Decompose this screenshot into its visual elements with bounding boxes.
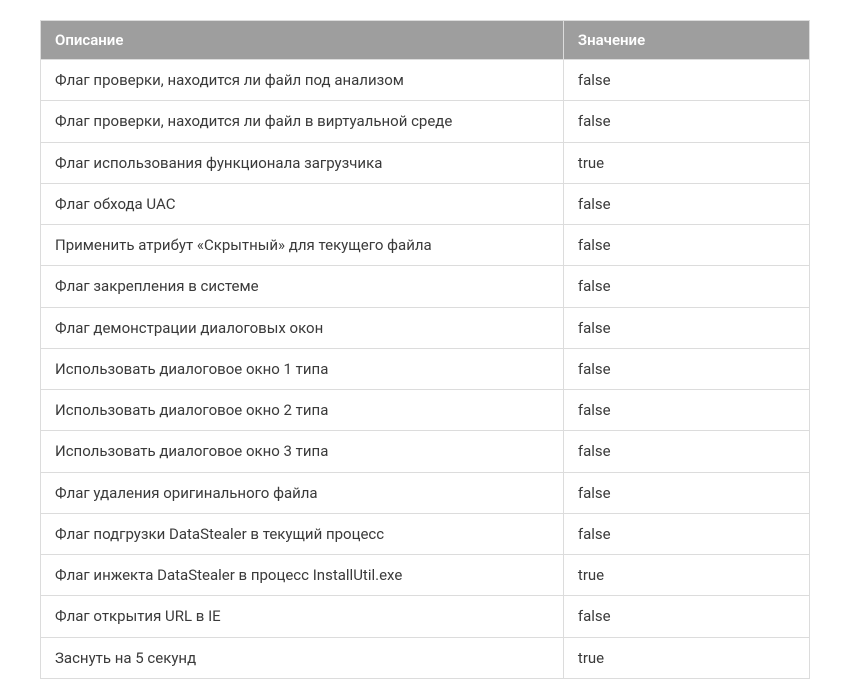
cell-value: true [563, 637, 809, 678]
cell-value: true [563, 142, 809, 183]
cell-description: Флаг обхода UAC [41, 183, 564, 224]
table-row: Использовать диалоговое окно 3 типа fals… [41, 431, 810, 472]
table-row: Применить атрибут «Скрытный» для текущег… [41, 225, 810, 266]
cell-value: false [563, 348, 809, 389]
cell-value: false [563, 307, 809, 348]
cell-description: Флаг инжекта DataStealer в процесс Insta… [41, 555, 564, 596]
cell-description: Применить атрибут «Скрытный» для текущег… [41, 225, 564, 266]
col-header-description: Описание [41, 21, 564, 60]
cell-description: Флаг демонстрации диалоговых окон [41, 307, 564, 348]
cell-description: Флаг подгрузки DataStealer в текущий про… [41, 513, 564, 554]
cell-description: Флаг удаления оригинального файла [41, 472, 564, 513]
cell-description: Флаг проверки, находится ли файл под ана… [41, 60, 564, 101]
table-row: Использовать диалоговое окно 1 типа fals… [41, 348, 810, 389]
cell-value: true [563, 555, 809, 596]
cell-value: false [563, 431, 809, 472]
table-row: Флаг демонстрации диалоговых окон false [41, 307, 810, 348]
cell-value: false [563, 513, 809, 554]
cell-value: false [563, 472, 809, 513]
cell-description: Заснуть на 5 секунд [41, 637, 564, 678]
table-row: Использовать диалоговое окно 2 типа fals… [41, 390, 810, 431]
cell-value: false [563, 596, 809, 637]
table-row: Флаг проверки, находится ли файл под ана… [41, 60, 810, 101]
cell-value: false [563, 390, 809, 431]
table-row: Флаг инжекта DataStealer в процесс Insta… [41, 555, 810, 596]
cell-value: false [563, 60, 809, 101]
table-row: Флаг открытия URL в IE false [41, 596, 810, 637]
cell-value: false [563, 101, 809, 142]
col-header-value: Значение [563, 21, 809, 60]
cell-description: Флаг закрепления в системе [41, 266, 564, 307]
cell-description: Флаг использования функционала загрузчик… [41, 142, 564, 183]
cell-value: false [563, 183, 809, 224]
table-row: Флаг подгрузки DataStealer в текущий про… [41, 513, 810, 554]
cell-description: Использовать диалоговое окно 3 типа [41, 431, 564, 472]
table-row: Флаг закрепления в системе false [41, 266, 810, 307]
table-body: Флаг проверки, находится ли файл под ана… [41, 60, 810, 679]
cell-description: Использовать диалоговое окно 1 типа [41, 348, 564, 389]
cell-description: Использовать диалоговое окно 2 типа [41, 390, 564, 431]
table-row: Флаг обхода UAC false [41, 183, 810, 224]
cell-description: Флаг открытия URL в IE [41, 596, 564, 637]
table-row: Флаг использования функционала загрузчик… [41, 142, 810, 183]
cell-description: Флаг проверки, находится ли файл в вирту… [41, 101, 564, 142]
config-flags-table: Описание Значение Флаг проверки, находит… [40, 20, 810, 679]
table-header-row: Описание Значение [41, 21, 810, 60]
table-row: Заснуть на 5 секунд true [41, 637, 810, 678]
table-row: Флаг проверки, находится ли файл в вирту… [41, 101, 810, 142]
cell-value: false [563, 266, 809, 307]
cell-value: false [563, 225, 809, 266]
table-row: Флаг удаления оригинального файла false [41, 472, 810, 513]
